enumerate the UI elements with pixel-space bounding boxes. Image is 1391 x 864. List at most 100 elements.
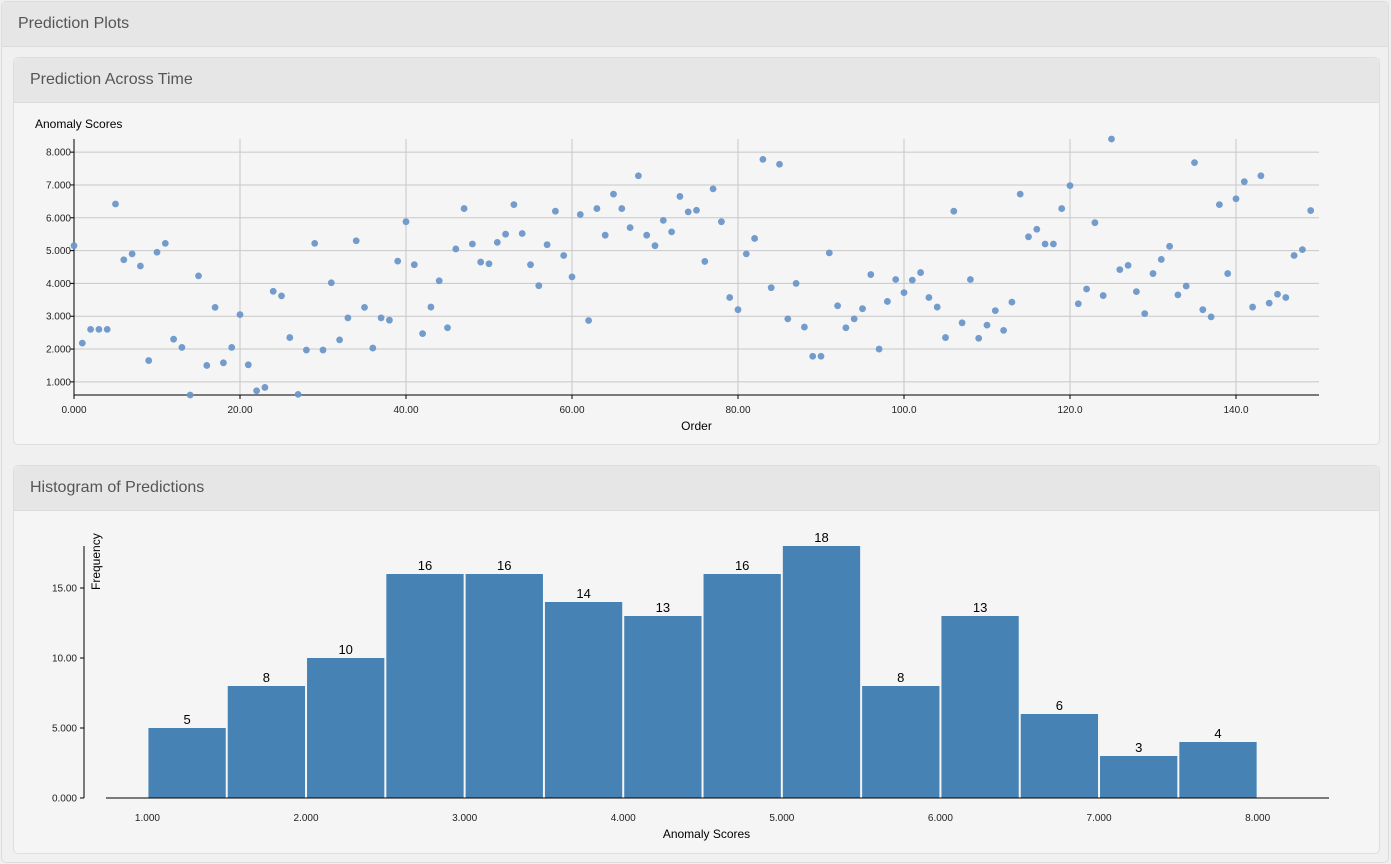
scatter-point bbox=[718, 218, 725, 226]
scatter-point bbox=[161, 239, 169, 247]
scatter-point bbox=[917, 269, 924, 276]
scatter-point bbox=[419, 330, 426, 338]
scatter-point bbox=[892, 276, 900, 283]
scatter-point bbox=[269, 287, 277, 295]
scatter-point bbox=[352, 237, 360, 245]
scatter-point bbox=[70, 242, 78, 250]
scatter-point bbox=[967, 276, 974, 283]
scatter-point bbox=[659, 216, 667, 224]
scatter-x-tick-label: 80.00 bbox=[725, 405, 750, 416]
scatter-point bbox=[643, 231, 651, 239]
scatter-point bbox=[1025, 233, 1032, 241]
scatter-point bbox=[460, 205, 468, 212]
scatter-point bbox=[701, 258, 709, 265]
scatter-point bbox=[842, 324, 850, 332]
histogram-bar-label: 16 bbox=[497, 558, 511, 573]
scatter-point bbox=[1041, 240, 1049, 248]
scatter-point bbox=[1108, 135, 1115, 143]
scatter-point bbox=[1207, 313, 1215, 321]
scatter-point bbox=[668, 228, 675, 236]
scatter-point bbox=[261, 384, 269, 391]
scatter-point bbox=[1249, 303, 1256, 311]
scatter-point bbox=[203, 362, 211, 369]
scatter-point bbox=[1166, 242, 1173, 250]
scatter-point bbox=[502, 230, 509, 238]
scatter-point bbox=[195, 272, 202, 280]
scatter-point bbox=[784, 315, 792, 323]
scatter-point bbox=[635, 172, 642, 180]
histogram-x-tick-label: 1.000 bbox=[135, 813, 160, 824]
histogram-bar bbox=[703, 574, 781, 798]
scatter-point bbox=[884, 298, 891, 305]
scatter-point bbox=[402, 218, 410, 226]
scatter-y-axis-label: Anomaly Scores bbox=[35, 117, 122, 131]
scatter-point bbox=[1199, 306, 1207, 314]
scatter-point bbox=[618, 205, 626, 212]
scatter-point bbox=[377, 314, 385, 322]
histogram-bar bbox=[1100, 756, 1178, 798]
histogram-x-axis-label: Anomaly Scores bbox=[663, 827, 750, 841]
scatter-point bbox=[128, 250, 136, 258]
scatter-point bbox=[294, 390, 302, 398]
scatter-point bbox=[137, 262, 144, 270]
scatter-point bbox=[1074, 300, 1082, 308]
scatter-point bbox=[228, 344, 236, 351]
histogram-bar-label: 13 bbox=[973, 600, 987, 615]
panel-title: Prediction Plots bbox=[2, 2, 1388, 47]
histogram-x-tick-label: 2.000 bbox=[294, 813, 319, 824]
histogram-bar-label: 13 bbox=[656, 600, 670, 615]
scatter-point bbox=[983, 321, 991, 329]
scatter-point bbox=[319, 346, 327, 354]
scatter-point bbox=[651, 242, 659, 250]
scatter-point bbox=[1066, 182, 1074, 190]
histogram-y-tick-label: 5.000 bbox=[52, 724, 77, 735]
scatter-point bbox=[493, 238, 501, 246]
scatter-x-tick-label: 60.00 bbox=[559, 405, 584, 416]
scatter-y-tick-label: 2.000 bbox=[46, 345, 71, 356]
scatter-point bbox=[950, 207, 958, 215]
scatter-point bbox=[311, 239, 319, 247]
scatter-point bbox=[1274, 290, 1281, 298]
scatter-point bbox=[1257, 172, 1265, 180]
scatter-point bbox=[767, 284, 775, 292]
scatter-point bbox=[543, 241, 551, 249]
scatter-point bbox=[394, 257, 402, 265]
histogram-bar-label: 5 bbox=[183, 712, 190, 727]
scatter-point bbox=[1282, 294, 1290, 301]
scatter-point bbox=[817, 352, 825, 360]
scatter-point bbox=[535, 282, 543, 290]
histogram-bar bbox=[544, 602, 623, 798]
scatter-point bbox=[444, 324, 451, 332]
scatter-point bbox=[361, 303, 368, 311]
scatter-x-tick-label: 140.0 bbox=[1223, 405, 1248, 416]
scatter-point bbox=[1124, 261, 1132, 269]
scatter-point bbox=[742, 250, 750, 258]
scatter-point bbox=[336, 336, 343, 344]
scatter-x-tick-label: 40.00 bbox=[393, 405, 418, 416]
scatter-point bbox=[103, 325, 111, 333]
scatter-point bbox=[1099, 292, 1107, 299]
scatter-point bbox=[850, 315, 858, 323]
scatter-point bbox=[676, 193, 684, 200]
scatter-point bbox=[253, 387, 260, 395]
scatter-point bbox=[776, 160, 783, 168]
scatter-point bbox=[1307, 207, 1315, 214]
histogram-bar-label: 6 bbox=[1056, 698, 1063, 713]
scatter-point bbox=[601, 231, 609, 239]
scatter-y-tick-label: 3.000 bbox=[46, 312, 71, 323]
scatter-point bbox=[236, 311, 244, 318]
scatter-point bbox=[1299, 246, 1306, 254]
histogram-bar-label: 10 bbox=[338, 642, 352, 657]
scatter-point bbox=[560, 252, 568, 259]
scatter-point bbox=[792, 280, 800, 287]
scatter-point bbox=[1182, 282, 1190, 290]
scatter-y-tick-label: 6.000 bbox=[46, 213, 71, 224]
scatter-point bbox=[875, 345, 883, 353]
scatter-point bbox=[709, 185, 717, 193]
scatter-point bbox=[825, 249, 833, 257]
scatter-point bbox=[1033, 225, 1041, 233]
scatter-card-title: Prediction Across Time bbox=[14, 58, 1379, 103]
scatter-y-tick-label: 5.000 bbox=[46, 246, 71, 257]
histogram-x-tick-label: 3.000 bbox=[452, 813, 477, 824]
scatter-point bbox=[585, 317, 592, 324]
